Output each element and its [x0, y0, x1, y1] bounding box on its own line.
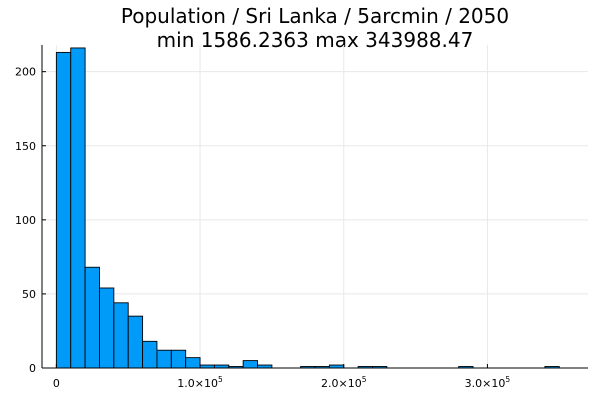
- chart-title: Population / Sri Lanka / 5arcmin / 2050: [121, 4, 509, 28]
- histogram-bar: [113, 302, 129, 369]
- histogram-bar: [170, 349, 187, 369]
- histogram-bar: [84, 266, 100, 369]
- x-tick-label: 2.0×105: [321, 375, 367, 390]
- y-tick-label: 200: [15, 66, 36, 79]
- histogram-bar: [70, 47, 86, 369]
- x-tick-label: 1.0×105: [177, 375, 223, 390]
- x-tick-label: 0: [53, 377, 60, 390]
- axes: [41, 45, 588, 369]
- y-tick-label: 0: [29, 362, 36, 375]
- histogram-bar: [99, 287, 115, 369]
- histogram-bar: [242, 360, 258, 369]
- histogram-bar: [156, 349, 172, 369]
- y-tick-label: 100: [15, 214, 36, 227]
- histogram-bar: [127, 315, 144, 369]
- x-tick-label: 3.0×105: [465, 375, 511, 390]
- tick-labels: 0 1.0×105 2.0×105 3.0×105 0 50 100 150 200: [15, 66, 510, 390]
- chart-subtitle: min 1586.2363 max 343988.47: [157, 28, 474, 52]
- y-tick-label: 50: [22, 288, 36, 301]
- y-tick-label: 150: [15, 140, 36, 153]
- histogram-bar: [55, 51, 72, 369]
- histogram-bar: [185, 357, 201, 369]
- histogram-bars: [55, 47, 560, 369]
- histogram-bar: [142, 340, 158, 369]
